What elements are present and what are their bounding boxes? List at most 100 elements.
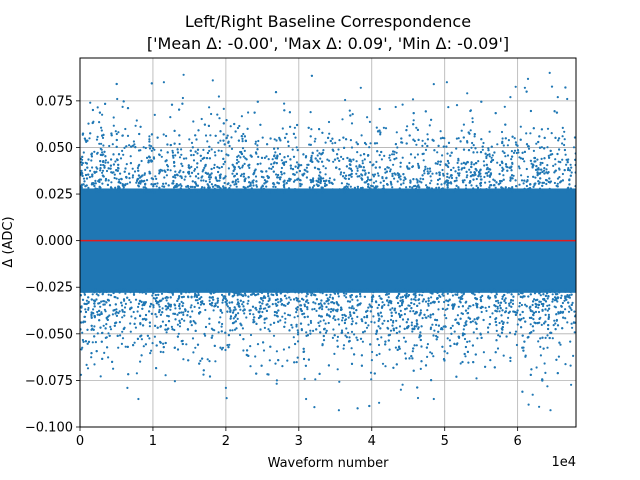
data-point xyxy=(195,184,198,187)
data-point xyxy=(427,315,430,318)
data-point xyxy=(327,120,331,124)
data-point xyxy=(471,120,474,124)
data-point xyxy=(418,186,421,189)
data-point xyxy=(356,151,359,154)
data-point xyxy=(182,302,185,305)
data-point xyxy=(181,304,184,307)
data-point xyxy=(207,172,210,175)
data-point xyxy=(277,173,280,177)
data-point xyxy=(498,172,501,176)
data-point xyxy=(98,319,101,322)
data-point xyxy=(233,175,236,178)
data-point xyxy=(260,156,264,159)
data-point xyxy=(404,357,407,360)
data-point xyxy=(171,291,174,295)
data-point xyxy=(323,328,326,331)
data-point xyxy=(506,144,509,147)
data-point xyxy=(370,320,373,323)
data-point xyxy=(166,290,169,293)
data-point xyxy=(207,190,211,193)
data-point xyxy=(192,351,195,354)
data-point xyxy=(465,176,468,179)
data-point xyxy=(453,330,456,333)
data-point xyxy=(309,332,312,335)
data-point xyxy=(496,161,499,164)
data-point xyxy=(105,169,109,173)
data-point xyxy=(85,162,88,165)
data-point xyxy=(351,317,354,320)
data-point xyxy=(368,404,371,408)
data-point xyxy=(514,311,517,314)
data-point xyxy=(268,305,271,308)
data-point xyxy=(89,169,92,172)
data-point xyxy=(257,139,260,143)
data-point xyxy=(334,141,337,144)
data-point xyxy=(426,144,429,148)
data-point xyxy=(162,351,165,354)
data-point xyxy=(162,346,165,349)
data-point xyxy=(482,141,485,145)
data-point xyxy=(259,314,262,317)
data-point xyxy=(509,179,512,182)
data-point xyxy=(184,189,187,192)
data-point xyxy=(489,172,493,175)
data-point xyxy=(547,316,551,319)
data-point xyxy=(510,290,513,293)
data-point xyxy=(525,167,528,171)
data-point xyxy=(324,331,328,334)
data-point xyxy=(242,175,245,178)
data-point xyxy=(246,127,249,130)
data-point xyxy=(541,379,544,382)
data-point xyxy=(525,143,529,146)
data-point xyxy=(112,116,115,119)
data-point xyxy=(430,179,433,182)
data-point xyxy=(519,125,522,128)
data-point xyxy=(162,182,165,185)
data-point xyxy=(94,179,97,182)
data-point xyxy=(544,336,547,339)
data-point xyxy=(256,148,259,151)
data-point xyxy=(272,185,275,188)
data-point xyxy=(512,151,516,154)
data-point xyxy=(178,156,182,159)
data-point xyxy=(275,139,278,142)
data-point xyxy=(525,305,528,308)
data-point xyxy=(228,292,231,295)
data-point xyxy=(401,189,404,192)
data-point xyxy=(87,308,90,311)
data-point xyxy=(305,155,308,158)
data-point xyxy=(366,116,369,119)
data-point xyxy=(381,322,384,325)
data-point xyxy=(409,179,412,182)
data-point xyxy=(548,304,551,307)
data-point xyxy=(506,189,509,192)
data-point xyxy=(301,297,304,300)
data-point xyxy=(156,326,159,329)
data-point xyxy=(159,325,162,328)
data-point xyxy=(465,162,468,165)
data-point xyxy=(229,315,233,318)
data-point xyxy=(557,139,560,142)
data-point xyxy=(541,161,544,165)
data-point xyxy=(466,312,469,315)
data-point xyxy=(296,297,299,300)
data-point xyxy=(172,186,176,189)
data-point xyxy=(540,290,543,293)
data-point xyxy=(132,291,135,294)
data-point xyxy=(80,161,83,164)
data-point xyxy=(232,309,235,312)
data-point xyxy=(443,314,446,317)
data-point xyxy=(242,185,245,189)
data-point xyxy=(198,306,201,309)
data-point xyxy=(379,131,382,134)
data-point xyxy=(570,171,573,174)
data-point xyxy=(475,184,478,187)
data-point xyxy=(141,304,144,307)
data-point xyxy=(86,328,89,331)
data-point xyxy=(464,188,467,191)
data-point xyxy=(451,304,454,307)
data-point xyxy=(322,165,325,168)
data-point xyxy=(243,162,246,165)
data-point xyxy=(409,310,412,313)
data-point xyxy=(295,361,298,364)
